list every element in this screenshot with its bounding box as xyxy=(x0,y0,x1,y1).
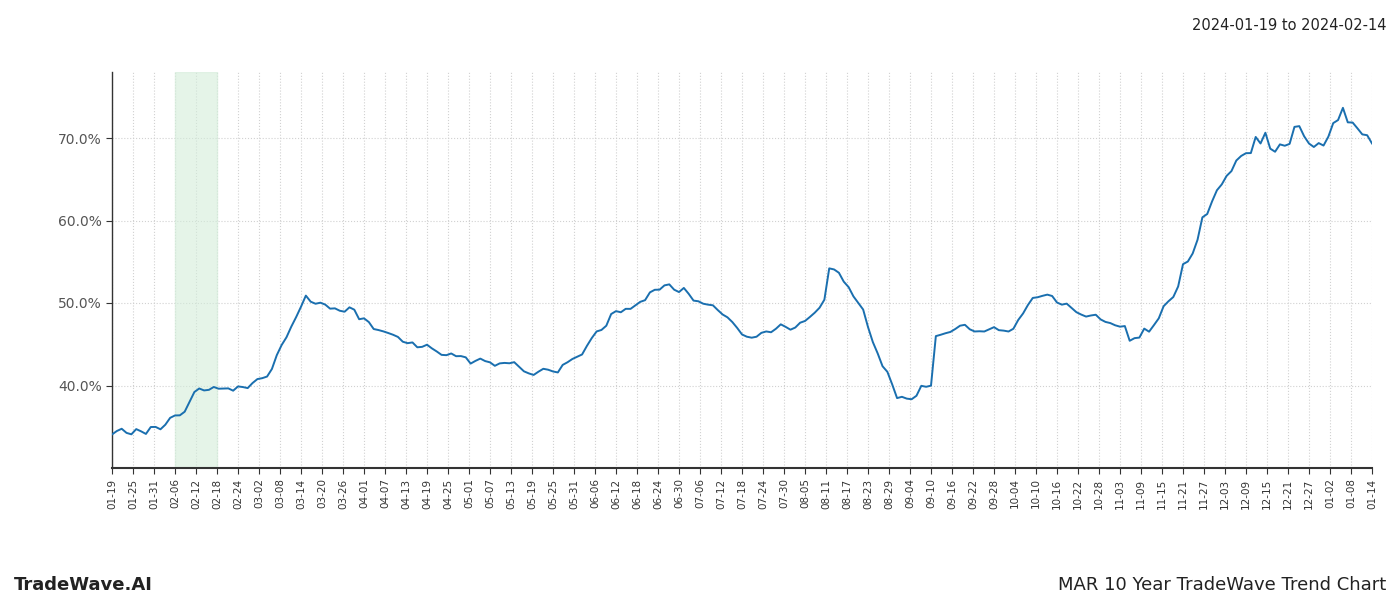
Bar xyxy=(175,72,217,468)
Text: MAR 10 Year TradeWave Trend Chart: MAR 10 Year TradeWave Trend Chart xyxy=(1058,576,1386,594)
Text: TradeWave.AI: TradeWave.AI xyxy=(14,576,153,594)
Text: 2024-01-19 to 2024-02-14: 2024-01-19 to 2024-02-14 xyxy=(1191,18,1386,33)
